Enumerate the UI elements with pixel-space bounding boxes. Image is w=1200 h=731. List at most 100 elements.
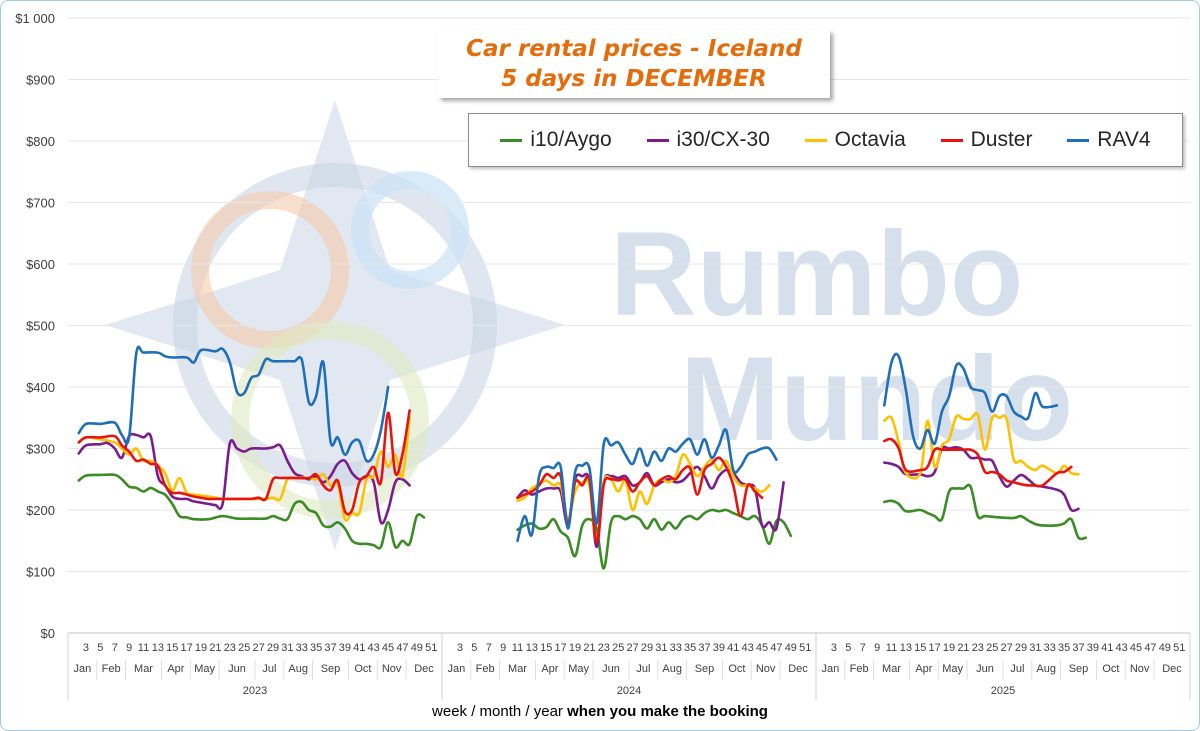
x-week-label: 45 bbox=[382, 642, 394, 654]
x-week-label: 35 bbox=[1058, 642, 1070, 654]
x-week-label: 11 bbox=[512, 642, 523, 654]
x-month-label: Nov bbox=[1130, 663, 1150, 675]
x-axis: 3 5 7 9 11 13 15 17 19 21 23 25 27 29 31 33 35 37 39 41 43 45… bbox=[67, 633, 1191, 700]
x-week-label: 45 bbox=[1130, 642, 1142, 654]
legend-swatch bbox=[940, 138, 963, 142]
x-week-label: 9 bbox=[874, 642, 880, 654]
x-week-label: 43 bbox=[742, 642, 754, 654]
x-month-label: Jan bbox=[822, 663, 840, 675]
x-week-label: 43 bbox=[1116, 642, 1128, 654]
x-axis-label: week / month / year when you make the bo… bbox=[0, 703, 1200, 720]
chart-title-line-2: 5 days in DECEMBER bbox=[501, 66, 767, 92]
series-line-segment bbox=[77, 432, 411, 525]
x-week-label: 9 bbox=[126, 642, 132, 654]
x-month-label: Oct bbox=[354, 663, 371, 675]
x-month-label: Mar bbox=[508, 663, 527, 675]
x-week-label: 17 bbox=[929, 642, 941, 654]
x-week-label: 7 bbox=[860, 642, 866, 654]
grid bbox=[68, 17, 1190, 634]
x-week-label: 31 bbox=[655, 642, 667, 654]
x-month-label: Mar bbox=[134, 663, 153, 675]
x-week-label: 25 bbox=[238, 642, 250, 654]
x-week-label: 51 bbox=[1173, 642, 1185, 654]
legend-swatch bbox=[646, 138, 669, 142]
x-week-label: 27 bbox=[252, 642, 264, 654]
x-week-label: 5 bbox=[471, 642, 477, 654]
y-tick-label: $900 bbox=[26, 73, 55, 88]
series-line-segment bbox=[516, 427, 778, 543]
x-week-label: 39 bbox=[713, 642, 725, 654]
x-week-label: 3 bbox=[457, 642, 463, 654]
chart-title-line-1: Car rental prices - Iceland bbox=[466, 36, 802, 62]
y-tick-label: $400 bbox=[26, 380, 55, 395]
watermark-word-1: Rumbo bbox=[610, 207, 1023, 341]
series-line-segment bbox=[516, 456, 764, 544]
x-month-label: Aug bbox=[288, 663, 308, 675]
x-month-label: May bbox=[942, 663, 963, 675]
x-month-label: Sep bbox=[1069, 663, 1089, 675]
x-month-label: Jul bbox=[262, 663, 276, 675]
x-week-label: 29 bbox=[641, 642, 653, 654]
y-tick-label: $200 bbox=[26, 503, 55, 518]
x-month-label: Dec bbox=[788, 663, 808, 675]
x-week-label: 33 bbox=[1044, 642, 1056, 654]
series-line-segment bbox=[516, 452, 771, 543]
x-week-label: 43 bbox=[368, 642, 380, 654]
x-week-label: 15 bbox=[914, 642, 926, 654]
x-year-label: 2023 bbox=[243, 685, 267, 697]
x-month-label: Jun bbox=[228, 663, 246, 675]
watermark-word-2: Mundo bbox=[680, 332, 1073, 466]
x-week-label: 5 bbox=[97, 642, 103, 654]
y-tick-label: $800 bbox=[26, 134, 55, 149]
x-month-label: Nov bbox=[382, 663, 402, 675]
x-week-label: 35 bbox=[310, 642, 322, 654]
series-line-segment bbox=[516, 508, 793, 570]
x-week-label: 19 bbox=[195, 642, 207, 654]
legend-swatch bbox=[1067, 138, 1090, 142]
x-week-label: 41 bbox=[353, 642, 365, 654]
x-week-label: 7 bbox=[486, 642, 492, 654]
series-line-segment bbox=[883, 483, 1087, 541]
series-line-segment bbox=[883, 437, 1073, 488]
x-month-label: Mar bbox=[882, 663, 901, 675]
chart-title: Car rental prices - Iceland 5 days in DE… bbox=[438, 30, 830, 98]
x-month-label: May bbox=[568, 663, 589, 675]
series-duster bbox=[77, 409, 1073, 544]
x-week-label: 3 bbox=[83, 642, 89, 654]
x-week-label: 39 bbox=[1087, 642, 1099, 654]
legend-item: i30/CX-30 bbox=[646, 128, 770, 152]
x-week-label: 21 bbox=[957, 642, 969, 654]
x-month-label: Feb bbox=[476, 663, 495, 675]
series-lines bbox=[77, 345, 1087, 570]
x-week-label: 23 bbox=[224, 642, 236, 654]
x-week-label: 29 bbox=[267, 642, 279, 654]
x-week-label: 47 bbox=[770, 642, 782, 654]
x-axis-label-prefix: week / month / year bbox=[432, 703, 563, 720]
x-week-label: 37 bbox=[1072, 642, 1084, 654]
x-week-label: 13 bbox=[900, 642, 912, 654]
x-week-label: 35 bbox=[684, 642, 696, 654]
x-week-label: 49 bbox=[1159, 642, 1171, 654]
x-month-label: Nov bbox=[756, 663, 776, 675]
x-week-label: 51 bbox=[799, 642, 811, 654]
x-week-label: 11 bbox=[886, 642, 897, 654]
x-week-label: 41 bbox=[727, 642, 739, 654]
y-tick-label: $600 bbox=[26, 257, 55, 272]
y-tick-label: $0 bbox=[41, 626, 55, 641]
y-tick-label: $100 bbox=[26, 565, 55, 580]
x-week-label: 27 bbox=[626, 642, 638, 654]
x-month-label: Jun bbox=[602, 663, 620, 675]
x-month-label: Aug bbox=[1036, 663, 1056, 675]
x-month-label: Oct bbox=[728, 663, 745, 675]
x-week-label: 49 bbox=[785, 642, 797, 654]
x-week-label: 13 bbox=[526, 642, 538, 654]
orange-arc-icon bbox=[191, 191, 349, 349]
x-axis-label-bold: when you make the booking bbox=[567, 703, 768, 720]
series-line-segment bbox=[883, 352, 1059, 450]
y-tick-label: $300 bbox=[26, 442, 55, 457]
x-week-label: 15 bbox=[540, 642, 552, 654]
x-week-label: 33 bbox=[296, 642, 308, 654]
x-month-label: Dec bbox=[414, 663, 434, 675]
x-week-label: 47 bbox=[396, 642, 408, 654]
